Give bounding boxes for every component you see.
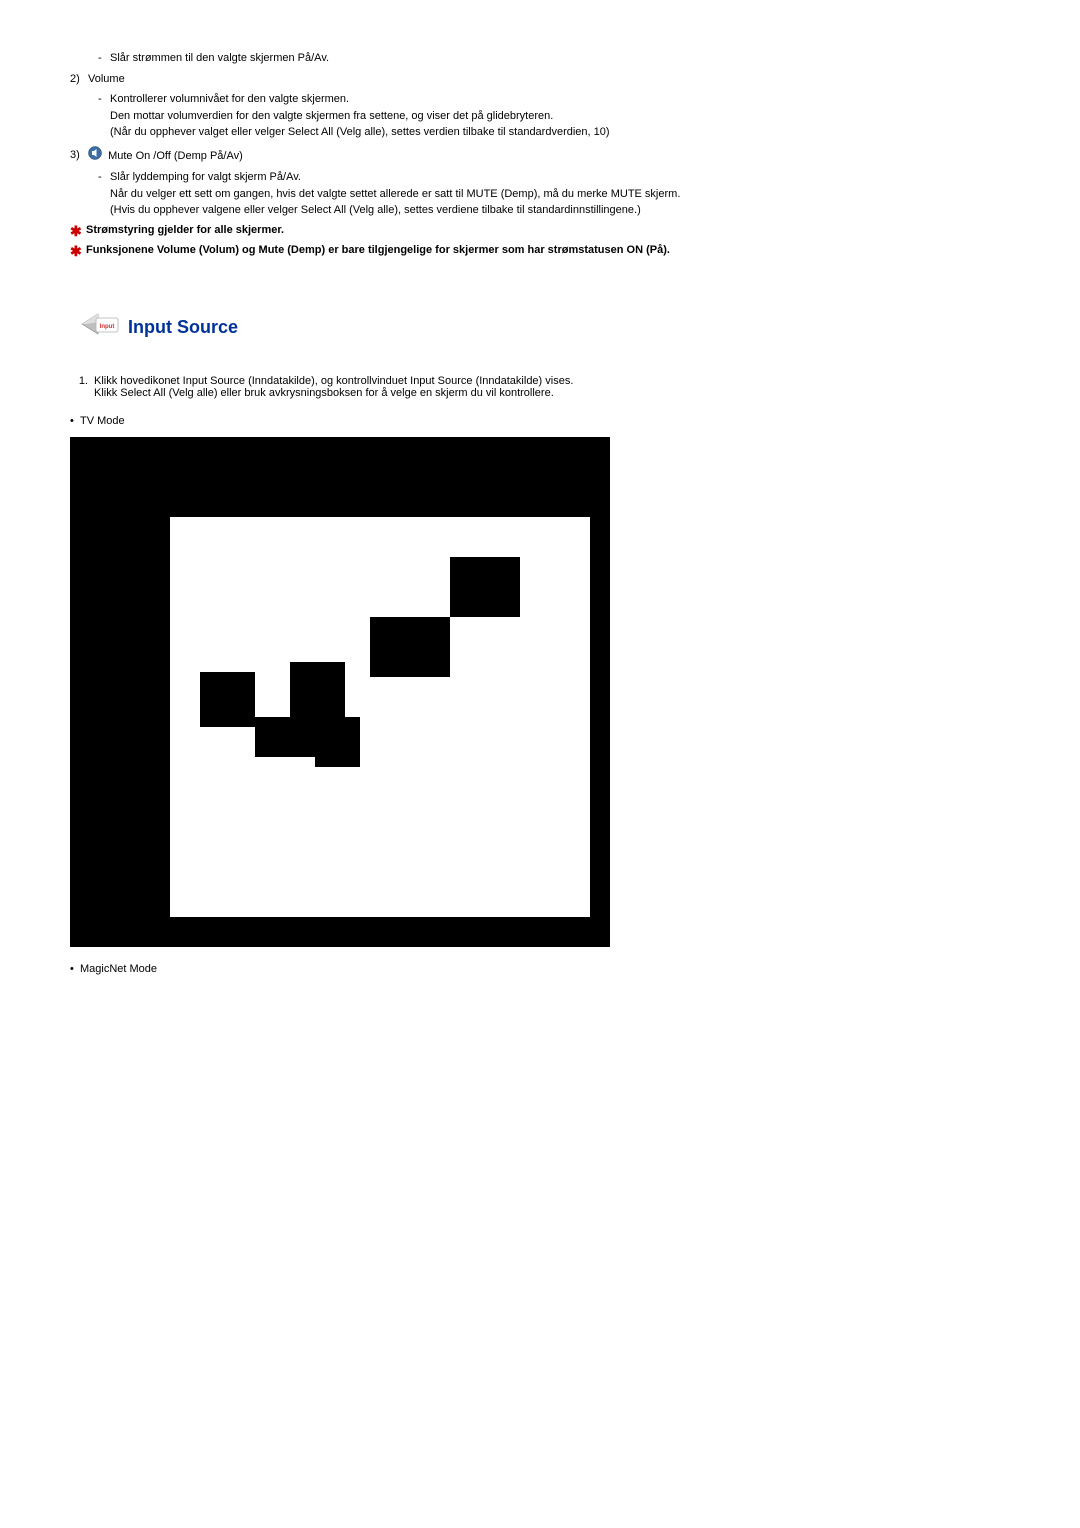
- dash-mark: -: [98, 91, 110, 108]
- bullet-tv-text: TV Mode: [80, 415, 1010, 427]
- star2-text: Funksjonene Volume (Volum) og Mute (Demp…: [86, 243, 1010, 258]
- item3-line3: (Hvis du opphever valgene eller velger S…: [110, 202, 1010, 219]
- dash-mark: -: [98, 50, 110, 67]
- dash-mark: -: [98, 169, 110, 186]
- input-source-icon: Input: [80, 310, 120, 345]
- star-note-2: ✱ Funksjonene Volume (Volum) og Mute (De…: [70, 243, 1010, 260]
- item3-line2: Når du velger ett sett om gangen, hvis d…: [110, 186, 1010, 203]
- item3-number: 3): [70, 147, 88, 164]
- item2-details: - Kontrollerer volumnivået for den valgt…: [70, 91, 1010, 141]
- bullet-magic-text: MagicNet Mode: [80, 963, 1010, 975]
- black-block: [255, 717, 315, 757]
- item2-number: 2): [70, 71, 88, 88]
- item3-title-wrap: Mute On /Off (Demp På/Av): [88, 147, 1010, 166]
- ol-number: 1.: [70, 375, 94, 387]
- bullet-mark: •: [70, 415, 80, 427]
- item1-dash-text: Slår strømmen til den valgte skjermen På…: [110, 50, 1010, 67]
- black-block: [570, 437, 610, 517]
- svg-text:Input: Input: [100, 324, 115, 330]
- item2-title: Volume: [88, 71, 1010, 88]
- item3: 3) Mute On /Off (Demp På/Av): [70, 147, 1010, 166]
- black-block: [370, 617, 450, 677]
- instruction-1: 1. Klikk hovedikonet Input Source (Innda…: [70, 375, 1010, 399]
- black-block: [315, 717, 360, 767]
- ol1-line1: Klikk hovedikonet Input Source (Inndatak…: [94, 375, 1010, 387]
- item2-dash1: Kontrollerer volumnivået for den valgte …: [110, 91, 1010, 108]
- tv-mode-illustration: [70, 437, 610, 947]
- item3-title: Mute On /Off (Demp På/Av): [108, 150, 243, 162]
- ol1-line2: Klikk Select All (Velg alle) eller bruk …: [94, 387, 1010, 399]
- star-icon: ✱: [70, 243, 86, 260]
- star1-text: Strømstyring gjelder for alle skjermer.: [86, 223, 1010, 238]
- section-header-input-source: Input Input Source: [70, 310, 1010, 345]
- item3-dash1: Slår lyddemping for valgt skjerm På/Av.: [110, 169, 1010, 186]
- black-block: [290, 662, 345, 717]
- black-block: [200, 672, 255, 727]
- item2: 2) Volume: [70, 71, 1010, 88]
- star-icon: ✱: [70, 223, 86, 240]
- item3-details: - Slår lyddemping for valgt skjerm På/Av…: [70, 169, 1010, 219]
- document-page: - Slår strømmen til den valgte skjermen …: [0, 0, 1080, 1045]
- bullet-mark: •: [70, 963, 80, 975]
- section-title: Input Source: [128, 317, 238, 338]
- bullet-magicnet-mode: • MagicNet Mode: [70, 963, 1010, 975]
- item2-line3: (Når du opphever valget eller velger Sel…: [110, 124, 1010, 141]
- item2-line2: Den mottar volumverdien for den valgte s…: [110, 108, 1010, 125]
- speaker-icon: [88, 146, 102, 166]
- black-block: [450, 557, 520, 617]
- bullet-tv-mode: • TV Mode: [70, 415, 1010, 427]
- item1-detail: - Slår strømmen til den valgte skjermen …: [70, 50, 1010, 67]
- star-note-1: ✱ Strømstyring gjelder for alle skjermer…: [70, 223, 1010, 240]
